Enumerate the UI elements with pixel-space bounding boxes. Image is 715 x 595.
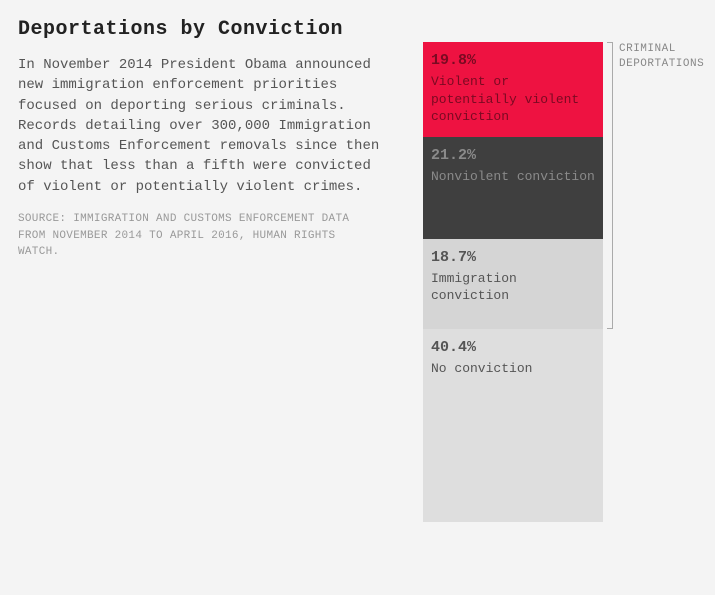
main-container: Deportations by Conviction In November 2…	[18, 18, 697, 522]
segment-percentage: 18.7%	[431, 249, 595, 266]
segment-label: Nonviolent conviction	[431, 168, 595, 186]
bracket-annotation: CRIMINAL DEPORTATIONS	[619, 42, 704, 73]
segment-percentage: 21.2%	[431, 147, 595, 164]
stacked-bar-chart: 19.8% Violent or potentially violent conv…	[423, 42, 603, 522]
bracket	[607, 42, 613, 329]
description-text: In November 2014 President Obama announc…	[18, 55, 383, 197]
segment-percentage: 40.4%	[431, 339, 595, 356]
left-column: Deportations by Conviction In November 2…	[18, 18, 383, 522]
right-column: 19.8% Violent or potentially violent conv…	[423, 18, 704, 522]
bracket-column	[603, 42, 613, 522]
chart-segment: 19.8% Violent or potentially violent conv…	[423, 42, 603, 137]
chart-segment: 40.4% No conviction	[423, 329, 603, 523]
chart-segment: 21.2% Nonviolent conviction	[423, 137, 603, 239]
source-text: SOURCE: IMMIGRATION AND CUSTOMS ENFORCEM…	[18, 211, 383, 261]
segment-label: Immigration conviction	[431, 270, 595, 305]
page-title: Deportations by Conviction	[18, 18, 383, 41]
segment-label: No conviction	[431, 360, 595, 378]
chart-segment: 18.7% Immigration conviction	[423, 239, 603, 329]
segment-label: Violent or potentially violent convictio…	[431, 73, 595, 126]
annotation-column: CRIMINAL DEPORTATIONS	[613, 42, 704, 522]
segment-percentage: 19.8%	[431, 52, 595, 69]
